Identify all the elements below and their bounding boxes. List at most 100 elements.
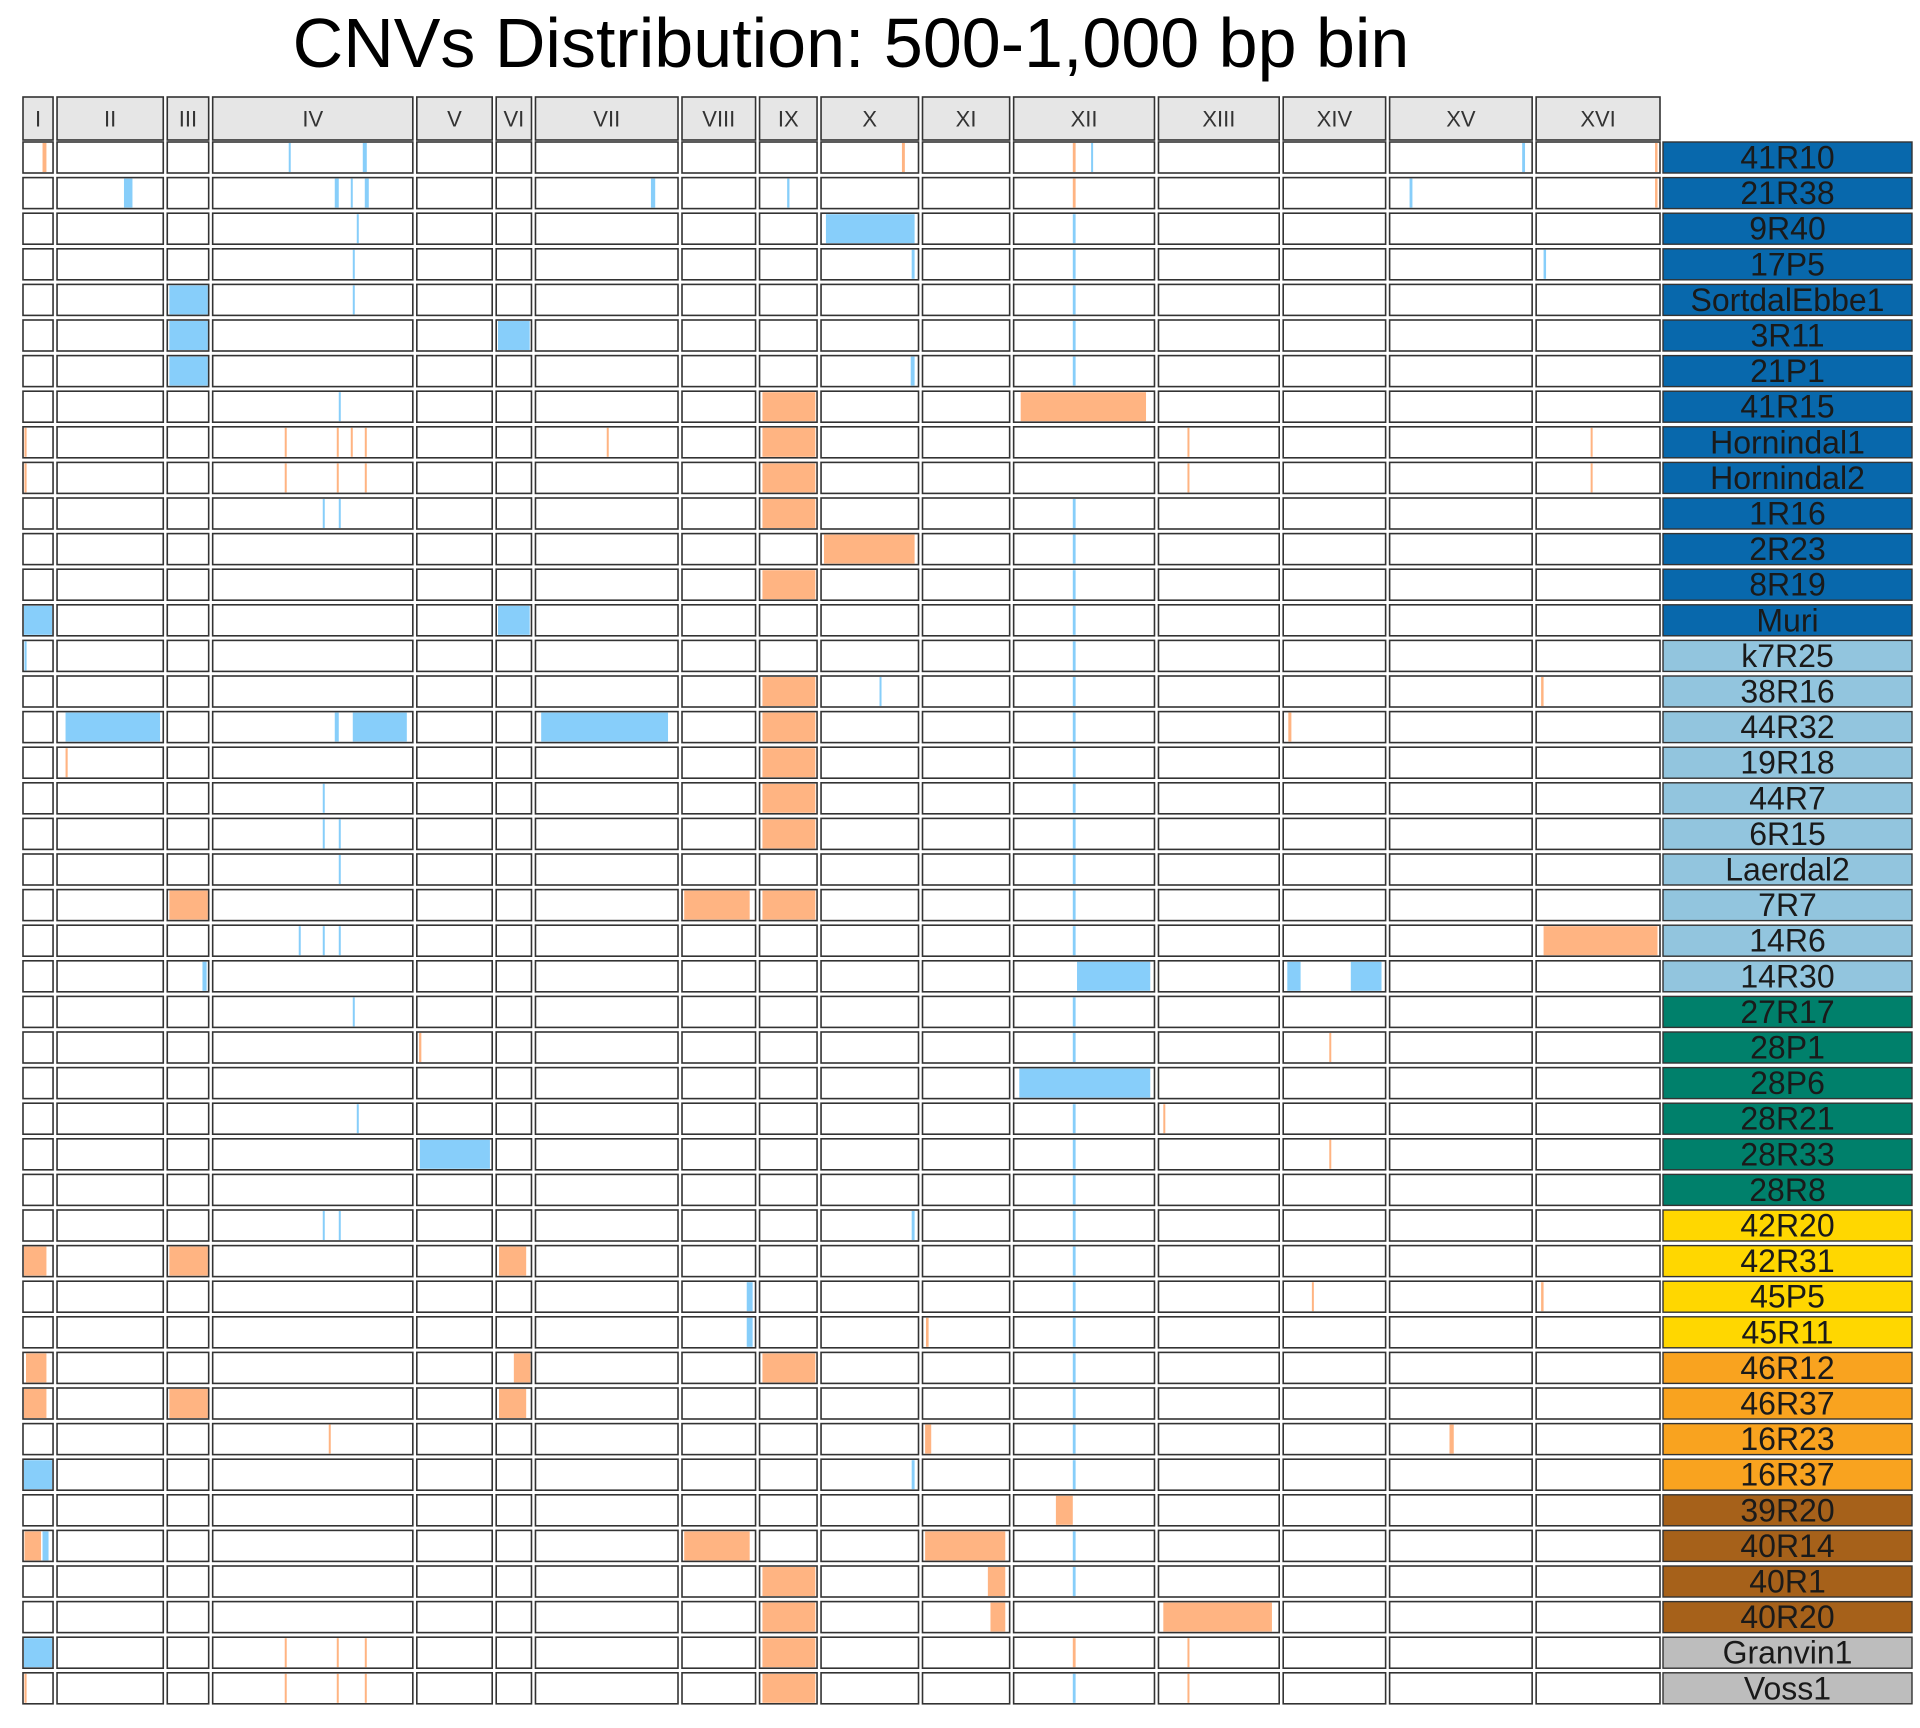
heatmap-cell <box>820 817 920 851</box>
heatmap-cell <box>1282 1565 1387 1598</box>
heatmap-cell <box>1282 141 1387 174</box>
chromosome-label: X <box>862 107 877 132</box>
heatmap-cell <box>56 283 165 317</box>
cnv-segment <box>356 1104 359 1134</box>
heatmap-cell <box>921 141 1011 174</box>
heatmap-cell <box>758 1209 818 1242</box>
heatmap-cell <box>22 1280 54 1313</box>
heatmap-cell <box>681 1672 757 1705</box>
cnv-segment <box>338 392 341 422</box>
heatmap-cell <box>495 390 533 424</box>
heatmap-cell <box>1157 639 1280 673</box>
heatmap-cell <box>22 959 54 993</box>
heatmap-cell <box>166 924 210 958</box>
heatmap-cell <box>495 1672 533 1705</box>
heatmap-cell <box>681 1280 757 1313</box>
sample-label: 16R37 <box>1740 1457 1834 1493</box>
heatmap-cell <box>56 248 165 281</box>
cnv-segment <box>322 1211 325 1240</box>
heatmap-cell <box>758 1066 818 1100</box>
heatmap-cell <box>22 1422 54 1456</box>
cnv-segment <box>762 890 816 920</box>
heatmap-cell <box>1012 1102 1156 1135</box>
heatmap-cell <box>1012 1494 1156 1527</box>
heatmap-cell <box>1535 746 1661 780</box>
heatmap-cell <box>211 1422 414 1456</box>
heatmap-cell <box>22 532 54 566</box>
chromosome-label: V <box>447 107 462 132</box>
heatmap-cell <box>1282 283 1387 317</box>
heatmap-cell <box>758 497 818 530</box>
heatmap-cell <box>1157 817 1280 851</box>
sample-label: 40R20 <box>1740 1599 1834 1635</box>
cnv-segment <box>1409 178 1413 208</box>
heatmap-cell <box>681 675 757 708</box>
sample-label: 41R15 <box>1740 389 1834 425</box>
cnv-segment <box>1163 1602 1272 1632</box>
heatmap-cell <box>495 746 533 780</box>
cnv-segment <box>1543 249 1547 279</box>
heatmap-cell <box>820 1138 920 1171</box>
heatmap-cell <box>1157 1458 1280 1491</box>
heatmap-cell <box>820 425 920 459</box>
cnv-segment <box>288 143 291 172</box>
heatmap-cell <box>921 1529 1011 1563</box>
heatmap-cell <box>416 1316 494 1349</box>
heatmap-cell <box>1388 639 1533 673</box>
heatmap-cell <box>166 1494 210 1527</box>
sample-label-box <box>1662 283 1913 317</box>
heatmap-cell <box>1157 853 1280 886</box>
heatmap-cell <box>416 212 494 245</box>
heatmap-cell <box>495 176 533 210</box>
heatmap-cell <box>1535 1494 1661 1527</box>
heatmap-cell <box>1157 675 1280 708</box>
heatmap-cell <box>921 959 1011 993</box>
heatmap-cell <box>22 1494 54 1527</box>
heatmap-cell <box>416 1529 494 1563</box>
heatmap-cell <box>211 1066 414 1100</box>
cnv-segment <box>284 1673 287 1703</box>
heatmap-cell <box>534 212 679 245</box>
heatmap-cell <box>534 1529 679 1563</box>
heatmap-cell <box>22 1458 54 1491</box>
heatmap-cell <box>416 532 494 566</box>
cnv-segment <box>1449 1424 1454 1454</box>
heatmap-cell <box>495 212 533 245</box>
heatmap-cell <box>56 1031 165 1064</box>
heatmap-cell <box>211 1494 414 1527</box>
heatmap-cell <box>1282 176 1387 210</box>
heatmap-cell <box>22 710 54 744</box>
heatmap-cell <box>1012 212 1156 245</box>
heatmap-cell <box>758 1529 818 1563</box>
heatmap-cell <box>166 853 210 886</box>
heatmap-cell <box>1012 817 1156 851</box>
heatmap-cell <box>1012 639 1156 673</box>
heatmap-cell <box>166 141 210 174</box>
heatmap-cell <box>1012 532 1156 566</box>
cnv-segment <box>338 819 341 849</box>
heatmap-cell <box>416 283 494 317</box>
sample-label: Muri <box>1756 602 1818 638</box>
heatmap-cell <box>681 603 757 637</box>
heatmap-cell <box>211 1387 414 1420</box>
sample-label-box <box>1662 853 1913 886</box>
heatmap-cell <box>416 995 494 1029</box>
heatmap-cell <box>1012 1173 1156 1207</box>
heatmap-cell <box>1535 817 1661 851</box>
heatmap-cell <box>820 1529 920 1563</box>
heatmap-cell <box>1012 390 1156 424</box>
heatmap-cell <box>921 1422 1011 1456</box>
heatmap-cell <box>534 1102 679 1135</box>
cnv-segment <box>26 1353 47 1383</box>
heatmap-cell <box>1282 853 1387 886</box>
heatmap-cell <box>1012 1138 1156 1171</box>
heatmap-cell <box>416 1636 494 1669</box>
heatmap-cell <box>921 1244 1011 1278</box>
sample-label-box <box>1662 1351 1913 1385</box>
heatmap-cell <box>416 1387 494 1420</box>
sample-label: 16R23 <box>1740 1421 1834 1457</box>
heatmap-cell <box>534 1600 679 1634</box>
heatmap-cell <box>1157 532 1280 566</box>
cnv-segment <box>23 1246 47 1276</box>
heatmap-cell <box>166 248 210 281</box>
